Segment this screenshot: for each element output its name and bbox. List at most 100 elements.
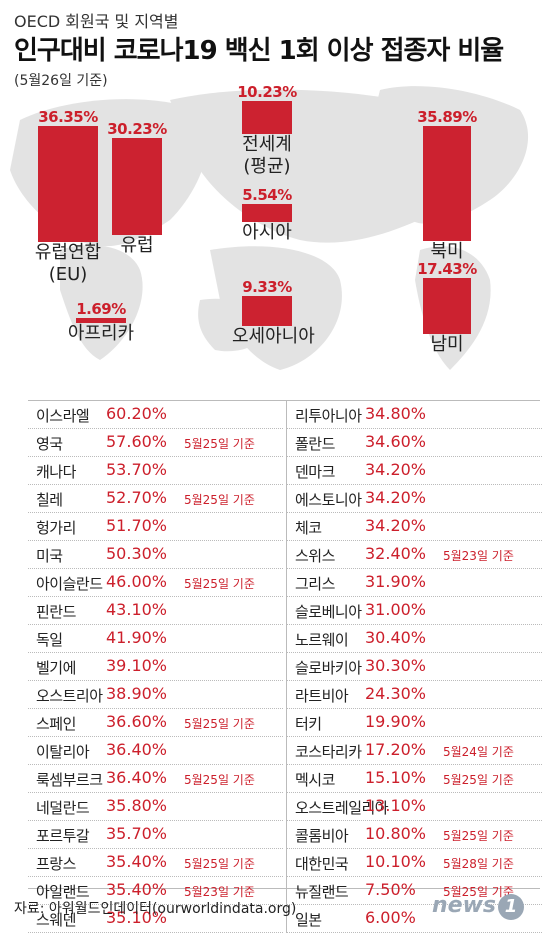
subtitle: OECD 회원국 및 지역별 [14,12,179,31]
region-bar [76,318,126,324]
reference-date-note: 5월25일 기준 [184,773,255,787]
table-row: 오스트레일리아 13.10% [287,793,542,821]
reference-date-note: 5월25일 기준 [184,577,255,591]
country-rate: 57.60% [106,432,168,451]
table-row: 스페인 36.60% 5월25일 기준 [28,709,283,737]
region-value: 9.33% [242,278,292,296]
reference-date-note: 5월25일 기준 [443,773,514,787]
country-name: 에스토니아 [295,491,362,509]
region-label: 아프리카 [67,323,135,345]
country-rate: 34.20% [365,488,427,507]
country-rate: 19.90% [365,712,427,731]
country-rate: 36.40% [106,768,168,787]
country-rate: 52.70% [106,488,168,507]
country-rate: 35.40% [106,852,168,871]
region-value: 30.23% [107,120,167,138]
table-row: 체코 34.20% [287,513,542,541]
region-eu: 36.35% 유럽연합 (EU) [28,108,108,286]
header: OECD 회원국 및 지역별 인구대비 코로나19 백신 1회 이상 접종자 비… [0,0,560,100]
country-name: 아일랜드 [36,883,90,901]
country-rate: 43.10% [106,600,168,619]
table-row: 콜롬비아 10.80% 5월25일 기준 [287,821,542,849]
table-column-left: 이스라엘 60.20% 영국 57.60% 5월25일 기준 캐나다 53.70% 칠레 52.… [28,401,283,933]
country-name: 코스타리카 [295,743,362,761]
region-world: 10.23% 전세계 (평균) [232,83,302,178]
country-name: 독일 [36,631,63,649]
country-name: 스페인 [36,715,76,733]
country-name: 오스트레일리아 [295,799,389,817]
region-value: 5.54% [242,186,292,204]
region-value: 1.69% [76,300,126,318]
reference-date-note: 5월25일 기준 [184,437,255,451]
country-name: 폴란드 [295,435,335,453]
region-value: 10.23% [237,83,297,101]
region-bar [112,138,162,235]
country-name: 이스라엘 [36,407,90,425]
table-column-right: 리투아니아 34.80% 폴란드 34.60% 덴마크 34.20% 에스토니아 34.20%… [286,401,542,933]
country-name: 대한민국 [295,855,349,873]
country-name: 노르웨이 [295,631,349,649]
table-row: 리투아니아 34.80% [287,401,542,429]
table-row: 캐나다 53.70% [28,457,283,485]
table-row: 이탈리아 36.40% [28,737,283,765]
country-rate: 31.90% [365,572,427,591]
country-name: 라트비아 [295,687,349,705]
region-bar [423,278,471,334]
region-label: 아시아 [242,221,292,243]
table-row: 프랑스 35.40% 5월25일 기준 [28,849,283,877]
country-name: 룩셈부르크 [36,771,103,789]
table-row: 스위스 32.40% 5월23일 기준 [287,541,542,569]
region-label: 전세계 [242,133,292,155]
region-label: 유럽 [120,234,154,256]
country-rate: 36.60% [106,712,168,731]
country-rate: 35.80% [106,796,168,815]
table-row: 벨기에 39.10% [28,653,283,681]
region-bar [38,126,98,243]
reference-date-note: 5월24일 기준 [443,745,514,759]
country-rate: 53.70% [106,460,168,479]
country-name: 일본 [295,911,322,929]
country-rate: 32.40% [365,544,427,563]
table-row: 영국 57.60% 5월25일 기준 [28,429,283,457]
country-name: 미국 [36,547,63,565]
country-rate: 30.30% [365,656,427,675]
country-name: 오스트리아 [36,687,103,705]
country-rate: 35.10% [106,908,168,927]
country-rate: 30.40% [365,628,427,647]
world-map: 36.35% 유럽연합 (EU) 30.23% 유럽 10.23% 전세계 (평균) 5.54%… [0,80,560,380]
table-row: 독일 41.90% [28,625,283,653]
country-rate: 31.00% [365,600,427,619]
country-name: 슬로베니아 [295,603,362,621]
region-label: (평균) [243,155,291,177]
country-name: 헝가리 [36,519,76,537]
country-rate: 35.40% [106,880,168,899]
source-note: 자료: 아워월드인데이터(ourworldindata.org) [14,901,297,917]
region-africa: 1.69% 아프리카 [66,300,136,345]
country-rate: 36.40% [106,740,168,759]
table-row: 라트비아 24.30% [287,681,542,709]
region-bar [242,204,292,222]
region-asia: 5.54% 아시아 [232,186,302,244]
table-row: 룩셈부르크 36.40% 5월25일 기준 [28,765,283,793]
table-row: 슬로바키아 30.30% [287,653,542,681]
region-namerica: 35.89% 북미 [413,108,481,263]
country-name: 캐나다 [36,463,76,481]
region-label: (EU) [48,264,88,286]
table-row: 미국 50.30% [28,541,283,569]
country-rate: 34.20% [365,516,427,535]
table-row: 네덜란드 35.80% [28,793,283,821]
country-rate: 34.20% [365,460,427,479]
reference-date-note: 5월23일 기준 [184,885,255,899]
country-rate: 46.00% [106,572,168,591]
reference-date-note: 5월25일 기준 [184,493,255,507]
country-name: 아이슬란드 [36,575,103,593]
country-rate: 38.90% [106,684,168,703]
country-rate: 51.70% [106,516,168,535]
country-name: 벨기에 [36,659,76,677]
country-rate: 50.30% [106,544,168,563]
region-value: 17.43% [417,260,477,278]
country-rate: 13.10% [365,796,427,815]
country-rate: 41.90% [106,628,168,647]
region-samerica: 17.43% 남미 [413,260,481,356]
region-label: 북미 [430,240,464,262]
